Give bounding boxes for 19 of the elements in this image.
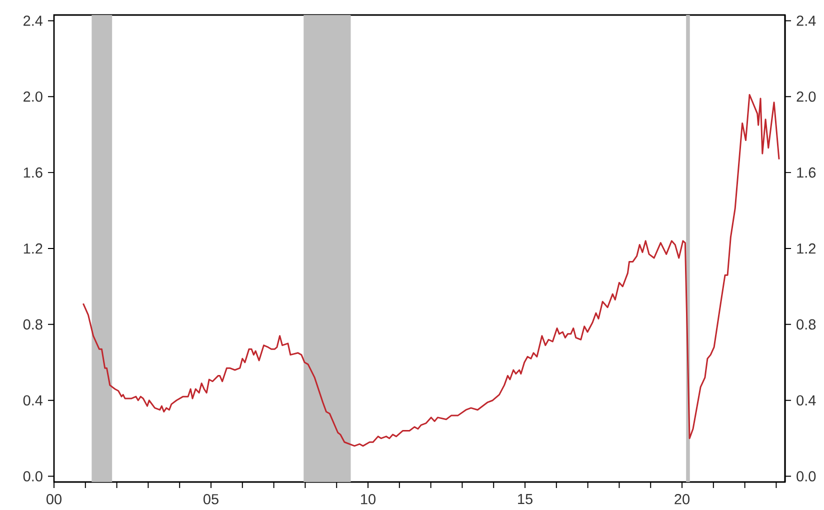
y-tick-label: 0.0 bbox=[796, 471, 816, 482]
y-tick-label: 2.0 bbox=[796, 91, 816, 102]
x-tick-label: 20 bbox=[674, 494, 690, 504]
y-tick-label: 2.4 bbox=[796, 16, 816, 26]
y-tick-label: 1.2 bbox=[797, 243, 816, 254]
y2-tick-label: 0.0 bbox=[23, 471, 42, 482]
y-tick-label: 0.4 bbox=[796, 395, 816, 406]
x-tick-label: 05 bbox=[204, 494, 218, 504]
y2-tick-label: 1.2 bbox=[24, 243, 42, 254]
x-tick-label: 15 bbox=[518, 494, 532, 504]
y-tick-label: 0.8 bbox=[796, 319, 816, 330]
y-tick-label: 1.6 bbox=[797, 167, 816, 178]
x-tick-label: 00 bbox=[46, 494, 62, 504]
x-tick-label: 10 bbox=[361, 494, 376, 504]
y2-tick-label: 0.8 bbox=[23, 319, 42, 330]
y2-tick-label: 2.0 bbox=[24, 91, 42, 102]
y2-tick-label: 2.4 bbox=[24, 16, 43, 26]
y2-tick-label: 0.4 bbox=[23, 395, 43, 406]
y2-tick-label: 1.6 bbox=[24, 167, 42, 178]
